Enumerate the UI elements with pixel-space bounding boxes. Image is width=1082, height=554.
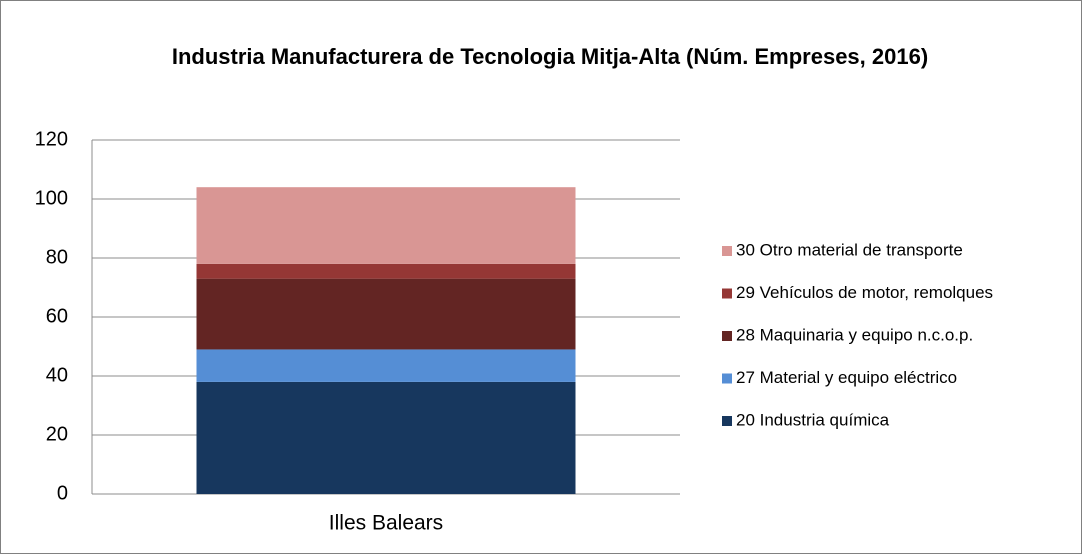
y-tick-label: 60 <box>46 305 68 327</box>
y-tick-label: 0 <box>57 482 68 504</box>
legend-swatch <box>722 331 732 341</box>
legend-label: 27 Material y equipo eléctrico <box>736 368 957 387</box>
bar-segment <box>196 381 576 494</box>
legend-label: 30 Otro material de transporte <box>736 240 963 259</box>
x-tick-label: Illes Balears <box>329 512 443 535</box>
y-tick-label: 120 <box>35 128 68 150</box>
legend-label: 29 Vehículos de motor, remolques <box>736 283 993 302</box>
bar-segment <box>196 263 576 279</box>
chart-title: Industria Manufacturera de Tecnologia Mi… <box>171 44 929 69</box>
y-tick-label: 20 <box>46 423 68 445</box>
bar-segment <box>196 278 576 350</box>
legend-swatch <box>722 288 732 299</box>
y-tick-label: 100 <box>35 187 68 209</box>
bar-segment <box>196 349 576 382</box>
legend-label: 20 Industria química <box>736 410 890 429</box>
y-tick-label: 80 <box>46 246 68 268</box>
bar-segment <box>196 187 576 264</box>
legend-swatch <box>722 246 732 256</box>
legend-label: 28 Maquinaria y equipo n.c.o.p. <box>736 325 973 344</box>
legend-swatch <box>722 416 732 426</box>
legend-swatch <box>722 373 732 384</box>
y-tick-label: 40 <box>46 364 68 386</box>
